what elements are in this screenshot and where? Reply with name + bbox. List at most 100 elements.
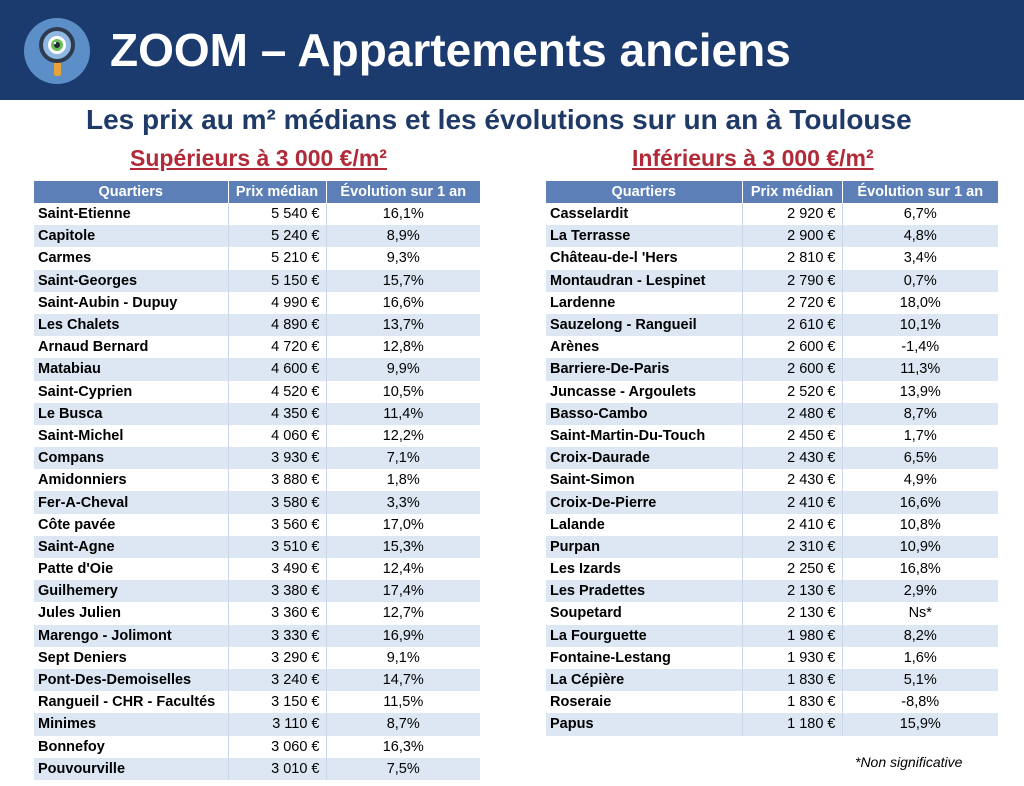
cell-evolution: -8,8% [842,691,998,714]
cell-prix-median: 3 580 € [228,491,327,514]
cell-evolution: 10,5% [326,380,480,403]
cell-prix-median: 3 010 € [228,757,327,780]
cell-evolution: 18,0% [842,291,998,314]
cell-evolution: 6,7% [842,203,998,226]
table-row: Patte d'Oie 3 490 €12,4% [34,558,480,581]
cell-quartier: Rangueil - CHR - Facultés [34,691,229,714]
cell-evolution: 4,8% [842,225,998,248]
cell-prix-median: 4 990 € [228,291,327,314]
table-row: Montaudran - Lespinet 2 790 €0,7% [546,269,998,292]
cell-evolution: 8,7% [326,713,480,736]
table-row: Saint-Georges 5 150 €15,7% [34,269,480,292]
cell-evolution: 7,5% [326,757,480,780]
cell-evolution: 11,5% [326,691,480,714]
table-row: Croix-Daurade 2 430 €6,5% [546,447,998,470]
cell-quartier: Montaudran - Lespinet [546,269,743,292]
subtitle: Les prix au m² médians et les évolutions… [86,104,912,135]
column-header-evolution: Évolution sur 1 an [842,181,998,203]
table-row: Saint-Agne 3 510 €15,3% [34,535,480,558]
cell-prix-median: 2 430 € [742,469,843,492]
table-row: Pouvourville 3 010 €7,5% [34,757,480,780]
column-header-quartiers: Quartiers [34,181,229,203]
table-row: Saint-Michel 4 060 €12,2% [34,424,480,448]
column-header-evolution: Évolution sur 1 an [326,181,480,203]
cell-quartier: Juncasse - Argoulets [546,380,743,403]
cell-quartier: Pont-Des-Demoiselles [34,668,229,692]
cell-quartier: Purpan [546,535,743,558]
cell-evolution: 17,4% [326,580,480,603]
cell-evolution: 15,3% [326,535,480,558]
cell-prix-median: 5 150 € [228,269,327,292]
cell-evolution: 8,2% [842,624,998,647]
cell-evolution: 3,3% [326,491,480,514]
cell-prix-median: 5 540 € [228,203,327,226]
cell-quartier: Basso-Cambo [546,402,743,425]
cell-evolution: 12,7% [326,602,480,625]
cell-quartier: Sept Deniers [34,646,229,669]
table-row: Saint-Aubin - Dupuy 4 990 €16,6% [34,291,480,314]
cell-quartier: Pouvourville [34,757,229,780]
cell-quartier: Carmes [34,247,229,270]
cell-quartier: Les Izards [546,558,743,581]
table-row: Juncasse - Argoulets 2 520 €13,9% [546,380,998,403]
cell-prix-median: 1 930 € [742,646,843,669]
cell-evolution: 16,6% [326,291,480,314]
cell-evolution: 6,5% [842,447,998,470]
cell-quartier: Guilhemery [34,580,229,603]
cell-prix-median: 2 720 € [742,291,843,314]
table-row: Lardenne 2 720 €18,0% [546,291,998,314]
cell-prix-median: 2 410 € [742,513,843,536]
table-row: Saint-Etienne 5 540 €16,1% [34,203,480,226]
column-header-quartiers: Quartiers [546,181,743,203]
cell-quartier: Roseraie [546,691,743,714]
title-banner: ZOOM – Appartements anciens [0,0,1024,100]
table-row: Roseraie 1 830 € -8,8% [546,691,998,714]
left-section-title: Supérieurs à 3 000 €/m² [130,145,387,171]
cell-prix-median: 1 180 € [742,713,843,736]
cell-prix-median: 3 560 € [228,513,327,536]
cell-prix-median: 3 060 € [228,735,327,758]
cell-evolution: 9,3% [326,247,480,270]
table-header-row: Quartiers Prix médian Évolution sur 1 an [34,181,480,203]
cell-quartier: Fontaine-Lestang [546,646,743,669]
cell-prix-median: 3 330 € [228,624,327,647]
cell-evolution: 12,4% [326,558,480,581]
table-row: Fer-A-Cheval 3 580 €3,3% [34,491,480,514]
table-row: Pont-Des-Demoiselles 3 240 €14,7% [34,668,480,692]
cell-evolution: 16,9% [326,624,480,647]
table-row: Les Pradettes 2 130 €2,9% [546,580,998,603]
table-row: Château-de-l 'Hers 2 810 €3,4% [546,247,998,270]
cell-evolution: 1,8% [326,469,480,492]
cell-quartier: Minimes [34,713,229,736]
cell-quartier: Les Chalets [34,313,229,337]
table-row: Amidonniers 3 880 €1,8% [34,469,480,492]
cell-quartier: Arènes [546,336,743,359]
cell-evolution: 8,7% [842,402,998,425]
cell-quartier: Sauzelong - Rangueil [546,313,743,337]
table-row: La Cépière 1 830 €5,1% [546,668,998,692]
table-row: Basso-Cambo 2 480 €8,7% [546,402,998,425]
cell-prix-median: 3 240 € [228,668,327,692]
cell-quartier: Château-de-l 'Hers [546,247,743,270]
table-row: Minimes 3 110 €8,7% [34,713,480,736]
cell-prix-median: 3 490 € [228,558,327,581]
cell-prix-median: 4 350 € [228,402,327,425]
table-row: Guilhemery 3 380 €17,4% [34,580,480,603]
cell-evolution: 10,9% [842,535,998,558]
cell-quartier: Fer-A-Cheval [34,491,229,514]
cell-evolution: 10,1% [842,313,998,337]
cell-quartier: Saint-Simon [546,469,743,492]
cell-quartier: Croix-Daurade [546,447,743,470]
cell-evolution: 11,4% [326,402,480,425]
cell-evolution: 16,8% [842,558,998,581]
cell-evolution: 8,9% [326,225,480,248]
cell-prix-median: 3 930 € [228,447,327,470]
cell-prix-median: 1 830 € [742,668,843,692]
cell-prix-median: 1 980 € [742,624,843,647]
cell-quartier: Patte d'Oie [34,558,229,581]
cell-quartier: Saint-Martin-Du-Touch [546,424,743,448]
cell-quartier: Arnaud Bernard [34,336,229,359]
table-row: Croix-De-Pierre 2 410 €16,6% [546,491,998,514]
cell-evolution: 12,2% [326,424,480,448]
table-row: Sept Deniers 3 290 €9,1% [34,646,480,669]
